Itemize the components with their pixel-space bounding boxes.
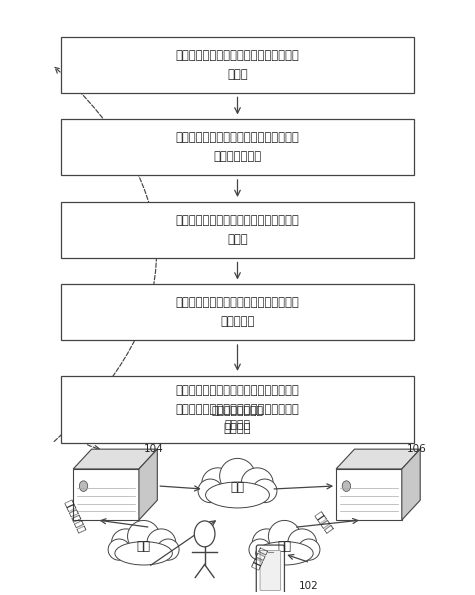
Text: 模型训练指令: 模型训练指令 [64,497,87,534]
Ellipse shape [206,482,269,508]
Circle shape [79,481,88,491]
Ellipse shape [249,539,271,560]
Ellipse shape [252,529,281,556]
Text: 网络: 网络 [230,481,245,494]
Ellipse shape [298,539,320,560]
Polygon shape [402,449,420,520]
Ellipse shape [198,479,222,503]
Ellipse shape [256,541,313,565]
Polygon shape [336,469,402,520]
FancyBboxPatch shape [260,550,281,590]
Ellipse shape [253,479,277,503]
FancyBboxPatch shape [256,545,285,595]
Ellipse shape [268,521,301,552]
Circle shape [342,481,351,491]
Text: 依次从不同应用场景的图像样本中提取图
像特征: 依次从不同应用场景的图像样本中提取图 像特征 [176,49,299,81]
Text: 网络: 网络 [137,540,151,553]
Text: 依据识别难度值为不同图像样本分配不同
大小的权重: 依据识别难度值为不同图像样本分配不同 大小的权重 [176,296,299,328]
Circle shape [194,521,215,547]
Text: 部署训练后的活体
检测模型: 部署训练后的活体 检测模型 [211,406,264,430]
Polygon shape [73,449,157,469]
Ellipse shape [108,539,130,560]
Ellipse shape [112,529,140,556]
Text: 102: 102 [298,581,318,591]
Ellipse shape [147,529,176,556]
Text: 基于图像特征确定不同图像样本所属数据
域的区分难度值: 基于图像特征确定不同图像样本所属数据 域的区分难度值 [176,131,299,163]
FancyBboxPatch shape [61,284,414,340]
Ellipse shape [115,541,172,565]
Ellipse shape [256,541,313,565]
Text: 检测结果: 检测结果 [314,509,335,534]
Ellipse shape [202,468,234,499]
Text: 104: 104 [143,444,163,454]
Polygon shape [336,449,420,469]
Polygon shape [139,449,157,520]
FancyBboxPatch shape [61,119,414,175]
Ellipse shape [115,541,172,565]
Ellipse shape [157,539,179,560]
Ellipse shape [219,458,256,494]
Ellipse shape [288,529,316,556]
FancyBboxPatch shape [61,37,414,93]
Ellipse shape [206,482,269,508]
Text: 根据区分难度值确定不同图像样本的识别
难度值: 根据区分难度值确定不同图像样本的识别 难度值 [176,214,299,246]
Text: 基于不同应用场景的图像样本，按照权重
从大到小的顺序依序对活体检测模型进行
模型训练: 基于不同应用场景的图像样本，按照权重 从大到小的顺序依序对活体检测模型进行 模型… [176,384,299,435]
Ellipse shape [241,468,273,499]
FancyBboxPatch shape [61,202,414,258]
Text: 网络: 网络 [277,540,292,553]
Text: 待测图像: 待测图像 [249,544,268,569]
Polygon shape [73,469,139,520]
FancyBboxPatch shape [61,375,414,443]
Text: 106: 106 [407,444,426,454]
Ellipse shape [128,521,160,552]
